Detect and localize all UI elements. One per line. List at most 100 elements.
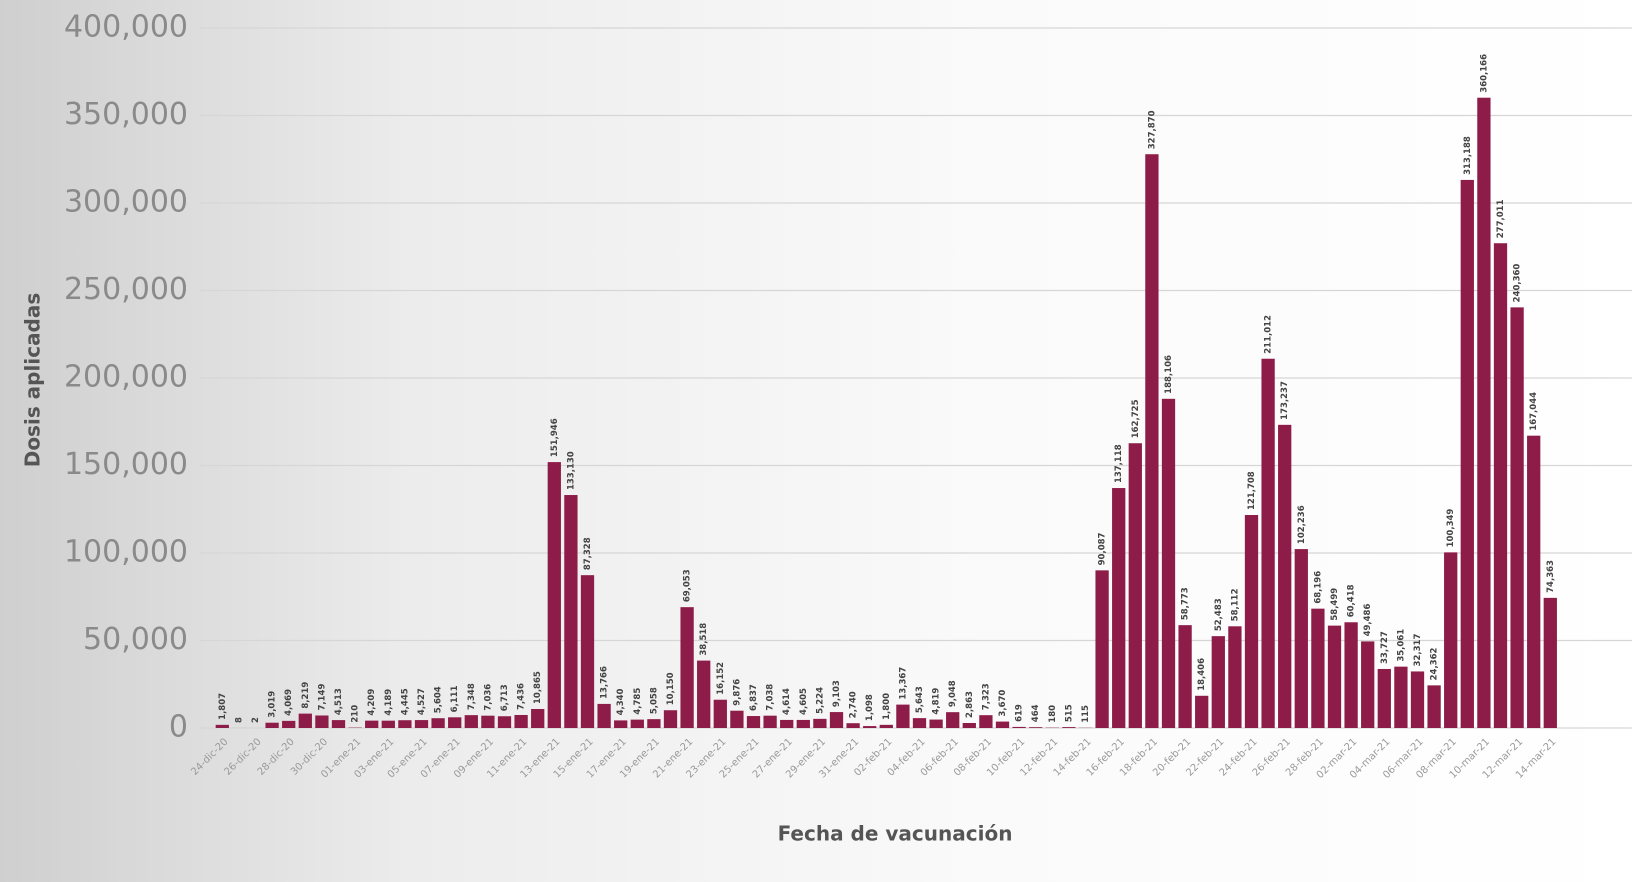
value-label: 133,130 xyxy=(566,451,576,490)
bar xyxy=(481,715,495,728)
x-axis-title: Fecha de vacunación xyxy=(778,822,1013,846)
bar xyxy=(514,714,528,728)
bar xyxy=(1112,488,1126,728)
bar xyxy=(995,721,1010,728)
value-label: 69,053 xyxy=(683,569,693,602)
bar xyxy=(315,715,329,728)
value-label: 58,112 xyxy=(1230,588,1240,621)
y-tick-label: 400,000 xyxy=(64,10,188,45)
bar xyxy=(863,726,877,728)
bar xyxy=(1128,443,1142,728)
value-label: 515 xyxy=(1064,704,1074,722)
y-tick-label: 350,000 xyxy=(64,97,188,132)
bar xyxy=(1510,307,1524,728)
value-label: 277,011 xyxy=(1496,199,1506,238)
value-label: 151,946 xyxy=(550,418,560,457)
bar xyxy=(282,720,296,728)
value-label: 4,513 xyxy=(334,688,344,715)
bar xyxy=(398,720,412,728)
bar xyxy=(647,719,661,728)
bar xyxy=(929,719,943,728)
value-label: 313,188 xyxy=(1463,136,1473,175)
value-label: 4,527 xyxy=(417,688,427,715)
bar xyxy=(813,718,827,728)
bar xyxy=(1211,636,1225,728)
bar xyxy=(780,719,794,728)
value-label: 87,328 xyxy=(583,537,593,570)
value-label: 8,219 xyxy=(301,682,311,709)
bar xyxy=(1527,435,1541,728)
bar xyxy=(1278,424,1292,728)
bar xyxy=(497,716,512,728)
value-label: 5,643 xyxy=(915,686,925,713)
value-label: 5,604 xyxy=(434,686,444,713)
bar xyxy=(1062,727,1076,728)
bar xyxy=(365,720,379,728)
value-label: 1,098 xyxy=(865,694,875,721)
bar xyxy=(1327,625,1342,728)
value-label: 210 xyxy=(351,705,361,723)
bar xyxy=(1344,622,1358,728)
value-label: 2,740 xyxy=(849,691,859,718)
value-label: 74,363 xyxy=(1546,560,1556,593)
bar xyxy=(1394,666,1408,728)
value-label: 58,499 xyxy=(1330,588,1340,621)
value-label: 211,012 xyxy=(1264,315,1274,354)
value-label: 188,106 xyxy=(1164,355,1174,394)
bar xyxy=(597,703,611,728)
bar xyxy=(1095,570,1109,728)
bar xyxy=(730,710,744,728)
value-label: 1,800 xyxy=(882,693,892,720)
bar xyxy=(630,719,644,728)
bar xyxy=(1145,154,1159,729)
bar xyxy=(962,722,976,728)
bar xyxy=(1294,549,1308,728)
value-label: 2,863 xyxy=(965,691,975,718)
bar xyxy=(1543,597,1557,728)
y-axis-title: Dosis aplicadas xyxy=(21,293,45,468)
value-label: 60,418 xyxy=(1347,584,1357,617)
value-label: 7,036 xyxy=(483,684,493,711)
bar xyxy=(547,462,561,728)
value-label: 35,061 xyxy=(1396,629,1406,662)
bar xyxy=(414,720,429,728)
bar xyxy=(680,607,694,728)
y-tick-label: 100,000 xyxy=(64,535,188,570)
value-label: 3,670 xyxy=(998,690,1008,717)
value-label: 9,103 xyxy=(832,680,842,707)
bar xyxy=(614,720,628,728)
value-label: 360,166 xyxy=(1479,54,1489,93)
bar xyxy=(265,722,279,728)
bar xyxy=(1361,641,1375,728)
bar xyxy=(829,712,844,728)
value-label: 6,837 xyxy=(749,684,759,711)
bar xyxy=(896,704,910,728)
bar xyxy=(531,708,545,728)
bar xyxy=(763,715,777,728)
y-tick-label: 50,000 xyxy=(83,622,188,657)
value-label: 464 xyxy=(1031,704,1041,722)
value-label: 4,069 xyxy=(284,689,294,716)
bar xyxy=(1311,608,1325,728)
value-label: 49,486 xyxy=(1363,604,1373,637)
value-label: 4,819 xyxy=(932,688,942,715)
value-label: 10,150 xyxy=(666,672,676,705)
value-label: 6,713 xyxy=(500,684,510,711)
bar xyxy=(215,724,229,728)
value-label: 7,436 xyxy=(517,683,527,710)
bar xyxy=(431,718,445,728)
value-label: 4,209 xyxy=(367,689,377,716)
bar xyxy=(1195,695,1209,728)
bar xyxy=(796,719,810,728)
value-label: 90,087 xyxy=(1098,532,1108,565)
y-tick-label: 0 xyxy=(169,710,188,745)
bar xyxy=(1178,625,1192,728)
bar xyxy=(697,660,711,728)
bar xyxy=(1228,626,1242,728)
bar xyxy=(912,718,927,728)
y-tick-label: 150,000 xyxy=(64,447,188,482)
bar xyxy=(1377,668,1391,728)
bar xyxy=(331,720,346,728)
value-label: 68,196 xyxy=(1313,571,1323,604)
